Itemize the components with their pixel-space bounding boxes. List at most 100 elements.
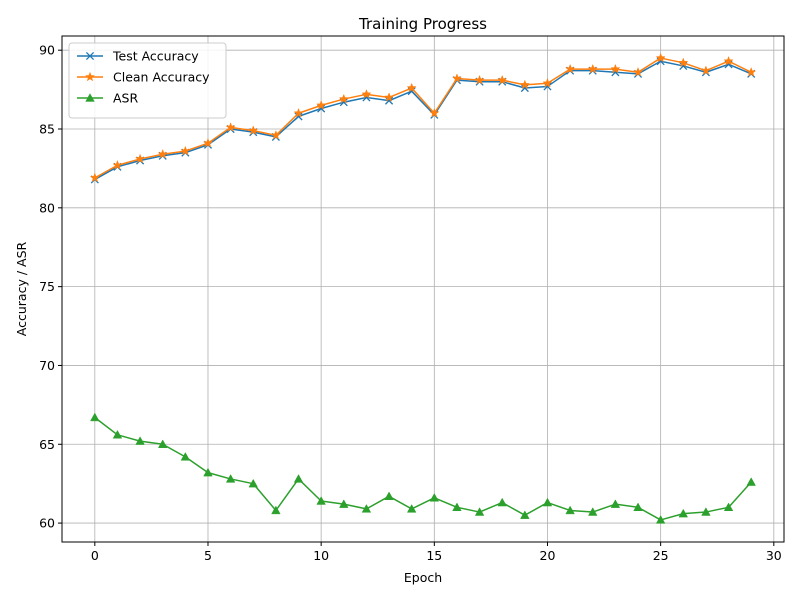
legend-label: ASR	[113, 91, 138, 106]
data-point	[157, 148, 168, 159]
data-point	[723, 502, 734, 512]
data-point	[633, 502, 643, 512]
data-point	[406, 504, 417, 513]
data-point	[678, 508, 689, 518]
data-point	[248, 125, 259, 135]
data-point	[384, 96, 394, 105]
legend-box	[68, 42, 227, 119]
x-tick-label: 25	[653, 548, 669, 563]
data-point	[383, 92, 395, 102]
data-point	[316, 496, 326, 505]
data-point	[655, 52, 666, 63]
y-tick-label: 70	[39, 358, 55, 373]
data-point	[293, 474, 304, 483]
data-point	[293, 107, 304, 118]
data-point	[700, 65, 711, 75]
x-tick-label: 5	[204, 548, 212, 563]
data-point	[180, 145, 191, 156]
data-point	[746, 477, 756, 486]
legend-entry: ASR	[77, 91, 138, 106]
x-tick-label: 20	[540, 548, 556, 563]
data-point	[451, 73, 463, 83]
data-point	[452, 502, 462, 512]
data-point	[542, 497, 553, 507]
y-axis-label: Accuracy / ASR	[14, 241, 29, 336]
data-point	[361, 88, 372, 99]
x-tick-label: 0	[91, 548, 99, 563]
data-point	[316, 100, 327, 110]
data-point	[746, 66, 757, 77]
legend-label: Test Accuracy	[112, 49, 199, 64]
data-point	[655, 515, 666, 524]
legend-marker	[84, 71, 96, 82]
data-point	[339, 499, 349, 508]
x-axis-label: Epoch	[404, 570, 442, 585]
grid	[62, 36, 784, 542]
data-point	[112, 159, 123, 170]
legend: Test Accuracy Clean Accuracy ASR	[68, 42, 227, 119]
data-point	[384, 491, 394, 500]
x-tick-label: 15	[426, 548, 442, 563]
data-point	[203, 467, 213, 477]
data-point	[610, 63, 621, 74]
series-2	[90, 412, 756, 524]
data-point	[497, 497, 507, 507]
data-point	[520, 510, 530, 519]
data-point	[90, 412, 100, 422]
data-point	[429, 493, 440, 502]
data-point	[406, 82, 417, 93]
chart-title: Training Progress	[358, 15, 487, 33]
legend-entry: Clean Accuracy	[77, 70, 210, 85]
data-point	[565, 505, 575, 515]
data-point	[520, 83, 529, 93]
data-point	[270, 129, 281, 140]
data-point	[157, 439, 168, 448]
data-point	[474, 74, 485, 85]
data-point	[474, 507, 485, 516]
data-point	[610, 499, 621, 508]
legend-marker	[85, 51, 95, 61]
series-1	[89, 52, 757, 183]
data-point	[497, 74, 508, 85]
ticks: 0 5 10 15 20 25 30 60 65 70 75 80 85 90	[39, 43, 782, 563]
data-point	[112, 429, 123, 439]
data-point	[89, 172, 100, 183]
y-tick-label: 65	[39, 437, 55, 452]
data-point	[632, 66, 644, 77]
legend-marker	[85, 93, 95, 102]
legend-entry: Test Accuracy	[77, 49, 199, 64]
data-point	[294, 112, 303, 121]
data-point	[225, 474, 236, 483]
data-point	[723, 55, 734, 66]
y-tick-label: 60	[39, 516, 55, 531]
data-point	[225, 122, 236, 132]
y-tick-label: 75	[39, 279, 55, 294]
data-point	[202, 137, 214, 148]
y-tick-label: 80	[39, 200, 55, 215]
series-layer	[89, 52, 757, 524]
data-point	[588, 507, 598, 516]
data-point	[248, 478, 258, 488]
x-tick-label: 30	[766, 548, 782, 563]
data-point	[678, 57, 689, 68]
data-point	[361, 504, 372, 513]
data-point	[135, 436, 145, 445]
data-point	[565, 63, 576, 74]
data-point	[701, 507, 711, 516]
data-point	[338, 93, 349, 104]
data-point	[587, 63, 598, 74]
data-point	[271, 505, 281, 515]
plot-frame	[61, 35, 785, 543]
series-line	[94, 60, 752, 181]
legend-label: Clean Accuracy	[113, 70, 210, 85]
x-tick-label: 10	[313, 548, 329, 563]
y-tick-label: 85	[39, 122, 55, 137]
data-point	[429, 107, 440, 118]
data-point	[542, 77, 553, 88]
series-line	[94, 57, 752, 179]
data-point	[180, 452, 191, 461]
data-point	[135, 153, 146, 164]
data-point	[519, 79, 530, 90]
y-tick-label: 90	[39, 43, 55, 58]
